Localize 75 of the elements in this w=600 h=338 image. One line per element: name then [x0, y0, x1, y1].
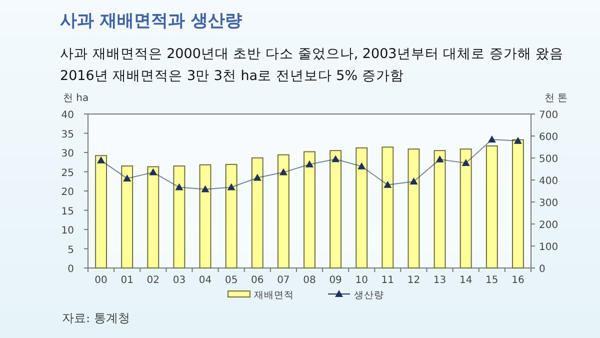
x-tick-label: 16 — [512, 275, 524, 286]
y-tick-label: 25 — [61, 168, 74, 179]
bar — [95, 155, 107, 268]
x-tick-label: 02 — [146, 275, 160, 286]
point — [97, 156, 106, 164]
x-tick-label: 15 — [486, 275, 498, 286]
bar — [251, 157, 264, 268]
x-tick-label: 12 — [407, 275, 420, 286]
x-tick-label: 04 — [198, 275, 212, 286]
bar — [408, 148, 420, 268]
chart-subtitle: 사과 재배면적은 2000년대 초반 다소 줄었으나, 2003년부터 대체로 증가해 왔음 2016년 재배면적은 3만 3천 ha로 전년보다 5% 증가함 — [60, 46, 564, 84]
point — [332, 155, 340, 162]
bar — [199, 164, 212, 268]
x-tick-label: 09 — [329, 275, 342, 286]
x-tick-label: 11 — [381, 275, 394, 286]
bar — [434, 150, 446, 268]
x-tick-label: 01 — [120, 275, 134, 286]
y2-tick-label: 0 — [539, 264, 546, 275]
point — [488, 136, 496, 143]
point — [279, 168, 288, 176]
y-tick-label: 35 — [61, 129, 74, 140]
x-tick-label: 06 — [251, 275, 264, 286]
point — [384, 180, 392, 188]
y-tick-label: 10 — [61, 226, 74, 236]
x-tick-label: 08 — [303, 275, 316, 286]
chart-title: 사과 재배면적과 생산량 — [60, 11, 242, 31]
point — [253, 174, 262, 181]
y2-tick-label: 500 — [539, 154, 558, 165]
y2-axis-title: 천 톤 — [544, 93, 568, 104]
x-tick-label: 10 — [355, 275, 368, 286]
point — [227, 183, 236, 190]
bar — [225, 164, 238, 268]
x-tick-label: 00 — [94, 275, 108, 286]
point — [358, 162, 366, 170]
bar — [460, 148, 472, 268]
y2-tick-label: 200 — [539, 220, 558, 231]
text: 자료: 통계청 — [62, 311, 130, 325]
x-tick-label: 14 — [459, 275, 472, 286]
y-tick-label: 0 — [68, 264, 74, 275]
bar — [173, 165, 186, 268]
bar — [330, 150, 342, 268]
y-tick-label: 40 — [61, 110, 74, 121]
y2-tick-label: 600 — [539, 132, 558, 143]
point — [201, 185, 210, 192]
point — [306, 160, 314, 168]
bar — [304, 151, 316, 268]
y2-tick-label: 300 — [539, 198, 558, 209]
point — [462, 159, 470, 166]
legend-label: 생산량 — [354, 290, 384, 301]
bar — [486, 145, 498, 268]
x-tick-label: 03 — [172, 275, 186, 286]
x-tick-label: 05 — [224, 275, 238, 286]
point — [514, 136, 522, 144]
y2-tick-label: 400 — [539, 176, 558, 187]
y-axis-title: 천 ha — [63, 93, 89, 104]
legend-label: 재배면적 — [254, 290, 294, 301]
bar — [382, 146, 394, 268]
point — [175, 183, 184, 190]
bar — [512, 139, 524, 268]
point — [123, 174, 132, 182]
y2-tick-label: 700 — [539, 110, 558, 121]
bar — [277, 154, 290, 268]
y-tick-label: 15 — [61, 206, 74, 218]
y-tick-label: 30 — [61, 148, 74, 160]
point — [436, 155, 444, 162]
y-tick-label: 20 — [61, 187, 74, 198]
bar — [356, 147, 368, 268]
x-tick-label: 07 — [277, 275, 290, 286]
y2-tick-label: 100 — [539, 242, 558, 253]
bar — [121, 165, 134, 268]
bar — [147, 166, 160, 268]
x-tick-label: 13 — [433, 275, 446, 286]
y-tick-label: 5 — [68, 244, 74, 256]
point — [149, 168, 158, 176]
point — [410, 178, 418, 185]
